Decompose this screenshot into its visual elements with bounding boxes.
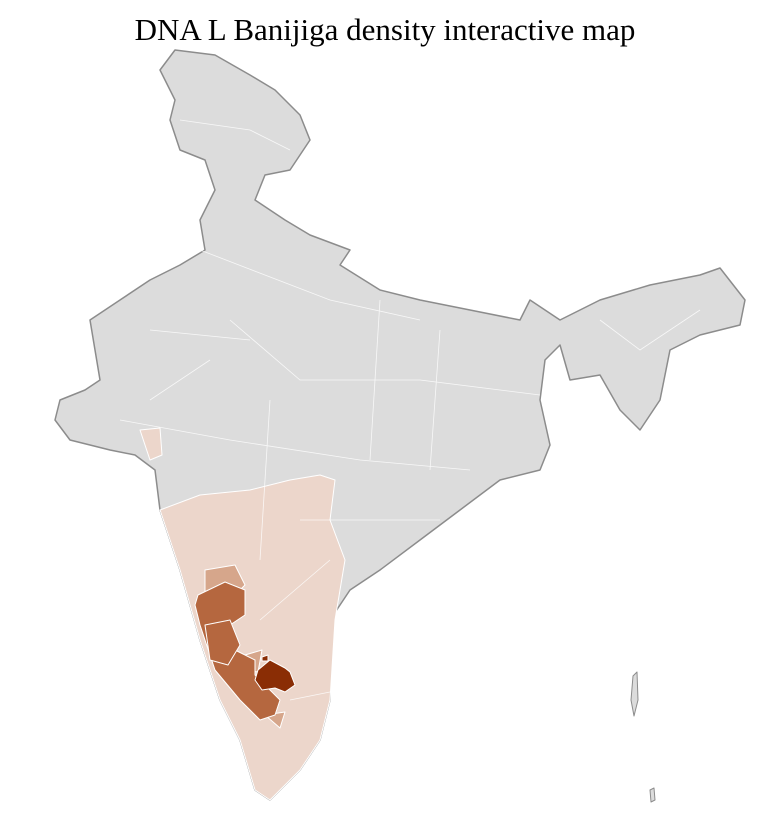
district-borders — [119, 119, 701, 701]
map-title: DNA L Banijiga density interactive map — [134, 12, 636, 47]
region-density-low[interactable] — [159, 474, 346, 801]
region-density-high[interactable] — [204, 619, 241, 666]
region-density-low[interactable] — [139, 427, 163, 461]
india-landmass[interactable] — [54, 49, 746, 801]
region-density-highest[interactable] — [261, 654, 269, 662]
region-density-highest[interactable] — [254, 659, 296, 693]
andaman-nicobar-islands[interactable] — [630, 671, 656, 803]
